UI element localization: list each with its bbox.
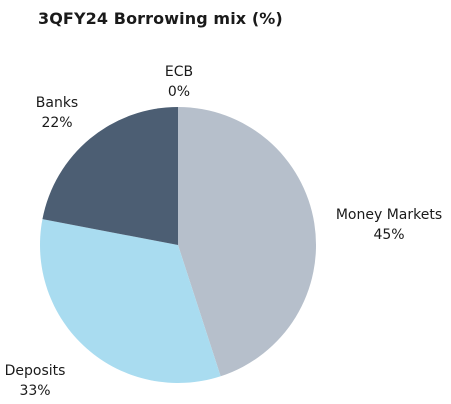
pie-labels: Money Markets 45% Deposits 33% Banks 22% ECB 0% — [5, 64, 443, 399]
slice-value-banks: 22% — [41, 115, 72, 131]
pie-slice-deposits — [39, 219, 221, 384]
pie-slice-banks — [42, 107, 178, 245]
slice-label-money-markets: Money Markets — [336, 207, 442, 223]
slice-label-ecb: ECB — [165, 64, 193, 80]
slice-label-deposits: Deposits — [5, 363, 66, 379]
slice-label-banks: Banks — [36, 95, 78, 111]
pie-slices — [39, 107, 317, 384]
pie-slice-money-markets — [178, 107, 317, 377]
slice-value-deposits: 33% — [19, 383, 50, 399]
slice-value-money-markets: 45% — [373, 227, 404, 243]
chart-title: 3QFY24 Borrowing mix (%) — [38, 9, 283, 28]
slice-value-ecb: 0% — [168, 84, 190, 100]
